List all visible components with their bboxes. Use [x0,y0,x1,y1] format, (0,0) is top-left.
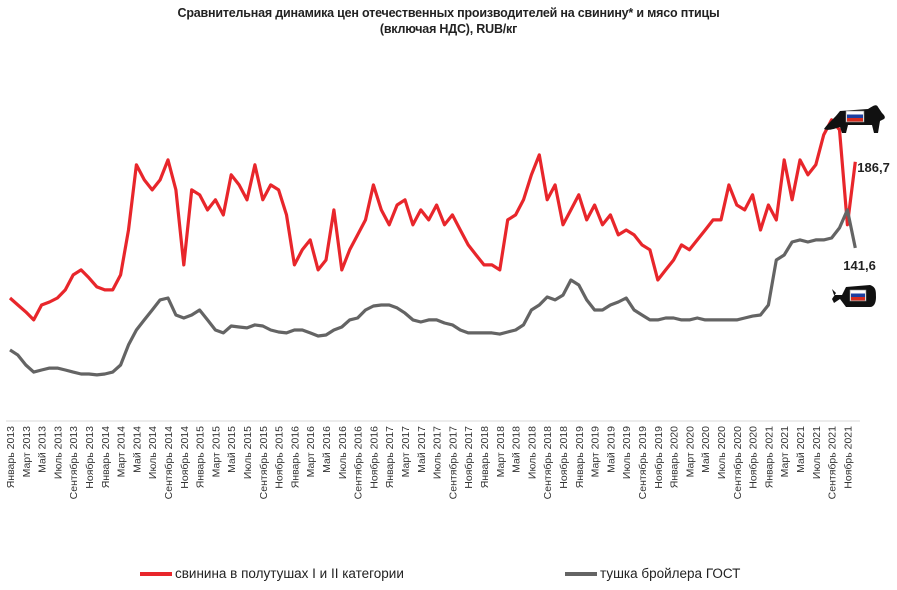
x-tick-label: Ноябрь 2019 [653,426,665,489]
x-tick-label: Май 2020 [700,426,712,473]
x-tick-label: Июль 2018 [526,426,538,479]
legend-label: тушка бройлера ГОСТ [600,566,741,581]
x-tick-label: Май 2015 [226,426,238,473]
series-lines [8,118,857,377]
x-tick-label: Сентябрь 2020 [732,426,744,499]
chicken-flag-icon [832,285,876,307]
x-tick-label: Июль 2013 [52,426,64,479]
x-tick-label: Июль 2021 [811,426,823,479]
pig-flag-icon [824,105,885,133]
x-tick-label: Июль 2019 [621,426,633,479]
x-tick-label: Ноябрь 2014 [179,426,191,489]
x-tick-label: Сентябрь 2013 [68,426,80,499]
x-tick-label: Сентябрь 2018 [542,426,554,499]
line-chart: Январь 2013 Март 2013 Май 2013 Июль 2013 Сен… [5,105,890,499]
x-tick-label: Январь 2018 [479,426,491,488]
x-tick-label: Май 2019 [605,426,617,473]
x-tick-label: Июль 2014 [147,426,159,479]
x-tick-label: Ноябрь 2020 [748,426,760,489]
x-tick-label: Март 2017 [400,426,412,478]
x-tick-label: Ноябрь 2018 [558,426,570,489]
x-tick-label: Сентябрь 2019 [637,426,649,499]
x-tick-label: Ноябрь 2015 [274,426,286,489]
x-tick-label: Январь 2021 [763,426,775,488]
x-tick-label: Март 2019 [590,426,602,478]
x-tick-label: Март 2014 [116,426,128,478]
chart-title: Сравнительная динамика цен отечественных… [177,6,720,20]
legend-swatch-gray [565,571,597,576]
x-tick-label: Март 2021 [779,426,791,478]
x-tick-label: Сентябрь 2016 [353,426,365,499]
x-tick-label: Май 2021 [795,426,807,473]
x-tick-label: Ноябрь 2021 [842,426,854,489]
x-tick-label: Июль 2015 [242,426,254,479]
x-tick-label: Январь 2013 [5,426,17,488]
chart-subtitle: (включая НДС), RUB/кг [379,22,518,36]
end-label-broiler: 141,6 [843,258,876,273]
x-tick-label: Январь 2020 [669,426,681,488]
legend-label: свинина в полутушах I и II категории [175,566,404,581]
x-tick-label: Сентябрь 2017 [447,426,459,499]
end-label-pork: 186,7 [857,160,890,175]
x-tick-label: Июль 2016 [337,426,349,479]
x-axis: Январь 2013 Март 2013 Май 2013 Июль 2013 Сен… [5,420,860,499]
x-tick-label: Май 2013 [37,426,49,473]
x-tick-label: Январь 2014 [100,426,112,488]
x-tick-label: Сентябрь 2021 [827,426,839,499]
x-tick-label: Ноябрь 2017 [463,426,475,489]
legend-item-pork: свинина в полутушах I и II категории [140,566,404,581]
x-tick-label: Март 2020 [684,426,696,478]
x-tick-label: Ноябрь 2013 [84,426,96,489]
series-line-broiler [9,208,857,377]
x-tick-label: Март 2016 [305,426,317,478]
legend-item-broiler: тушка бройлера ГОСТ [565,566,740,581]
x-tick-label: Май 2018 [511,426,523,473]
x-tick-label: Июль 2017 [432,426,444,479]
x-tick-label: Май 2017 [416,426,428,473]
x-tick-label: Март 2015 [210,426,222,478]
x-tick-label: Март 2013 [21,426,33,478]
x-tick-label: Январь 2015 [195,426,207,488]
x-tick-label: Май 2016 [321,426,333,473]
x-tick-label: Сентябрь 2014 [163,426,175,499]
x-tick-label: Январь 2019 [574,426,586,488]
x-tick-label: Май 2014 [131,426,143,473]
x-tick-label: Ноябрь 2016 [368,426,380,489]
x-tick-label: Март 2018 [495,426,507,478]
legend-swatch-red [140,571,172,576]
series-line-pork [8,118,857,322]
x-tick-label: Сентябрь 2015 [258,426,270,499]
x-tick-label: Январь 2016 [289,426,301,488]
x-tick-label: Январь 2017 [384,426,396,488]
x-tick-label: Июль 2020 [716,426,728,479]
